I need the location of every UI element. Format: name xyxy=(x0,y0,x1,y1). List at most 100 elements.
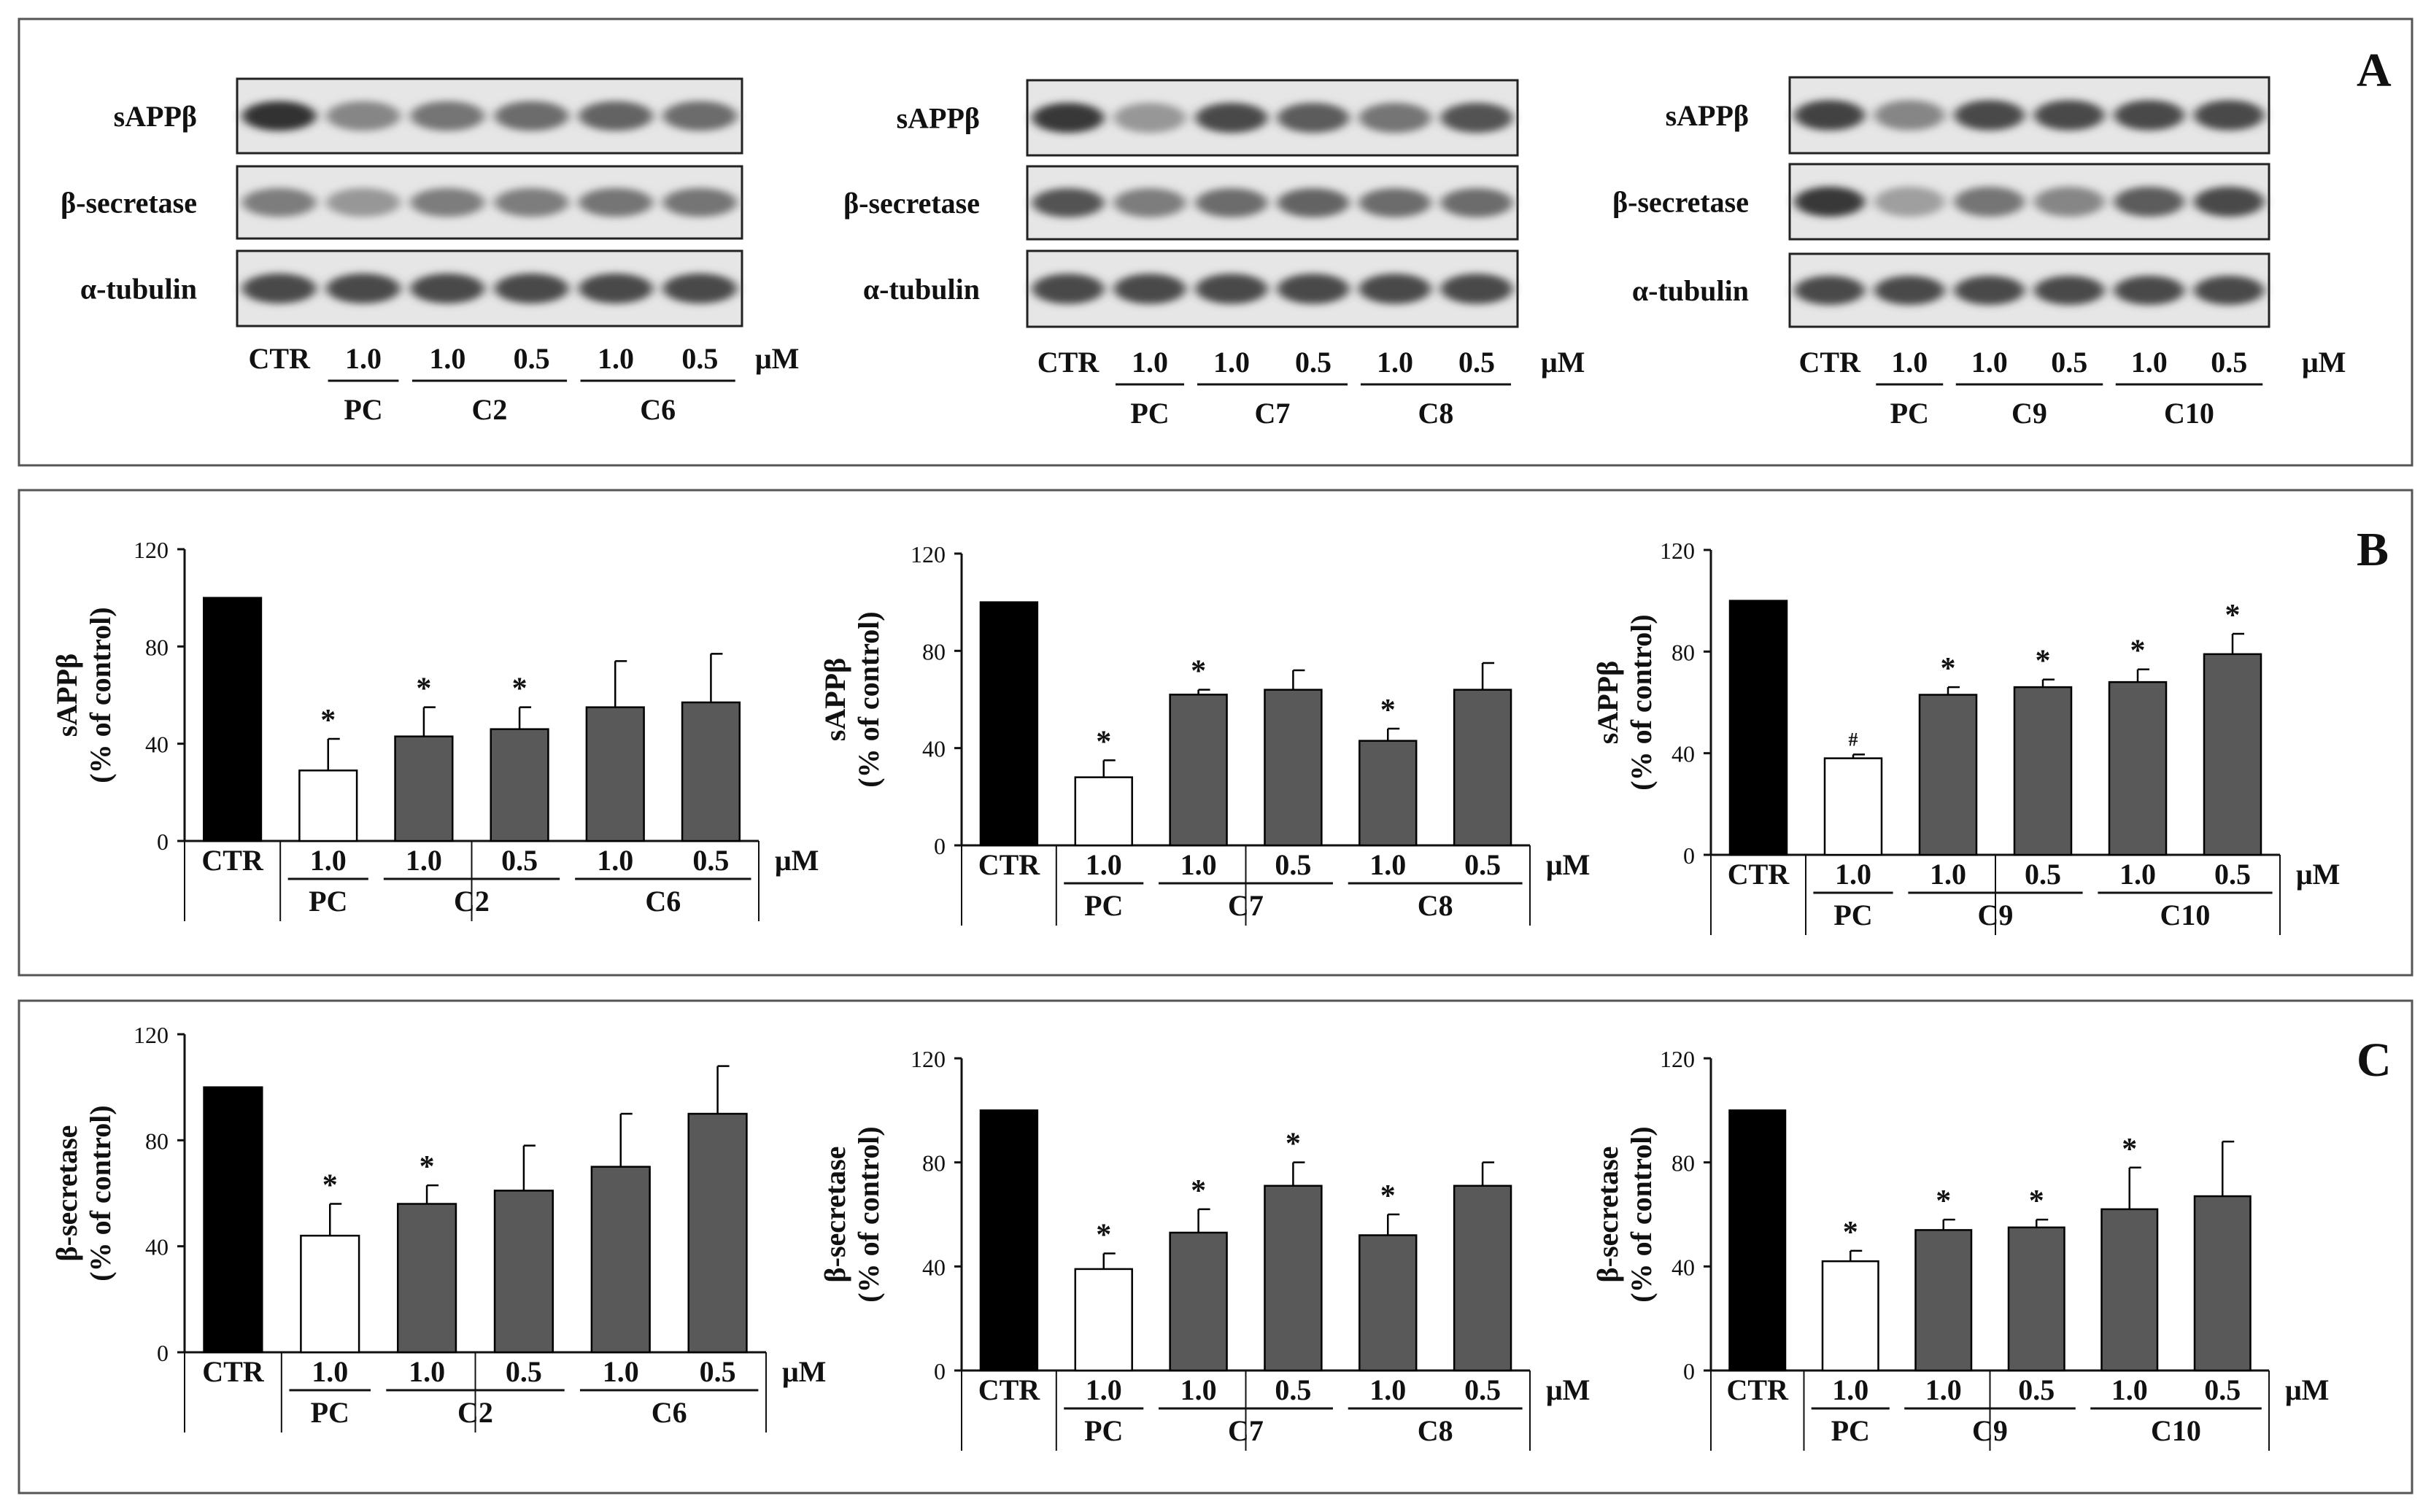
y-axis-title-line1: sAPPβ xyxy=(50,654,83,737)
x-category-label: 1.0 xyxy=(1180,848,1217,881)
panel-a-frame xyxy=(18,18,2413,467)
blot-band xyxy=(1195,102,1268,133)
blot-band xyxy=(1195,188,1268,217)
bar xyxy=(1728,1109,1787,1372)
x-group-label: PC xyxy=(309,885,347,918)
y-tick-label: 40 xyxy=(922,736,946,762)
y-tick-label: 80 xyxy=(145,634,169,660)
y-tick-label: 80 xyxy=(922,638,946,664)
panel-letter-b: B xyxy=(2357,523,2389,576)
blot-strip xyxy=(1026,165,1519,241)
x-category-label: 0.5 xyxy=(2214,858,2251,891)
x-group-label: C2 xyxy=(454,885,490,918)
bar xyxy=(1358,1234,1418,1372)
blot-band xyxy=(2194,186,2265,217)
significance-mark: * xyxy=(420,1150,435,1184)
blot-band xyxy=(1113,102,1186,133)
y-tick-label: 0 xyxy=(157,1340,169,1366)
blot-band xyxy=(494,187,569,217)
bar xyxy=(1823,757,1883,856)
bar xyxy=(298,769,358,842)
y-axis-title-line2: (% of control) xyxy=(852,1126,885,1302)
x-category-label: 1.0 xyxy=(1930,858,1966,891)
y-tick-label: 120 xyxy=(134,1022,169,1048)
blot-lane-label: 0.5 xyxy=(1458,346,1495,379)
y-axis-title: β-secretase (% of control) xyxy=(819,1126,885,1302)
x-group-label: C9 xyxy=(1972,1414,2008,1447)
y-tick-label: 0 xyxy=(1683,1358,1695,1384)
blot-group-label: PC xyxy=(344,393,382,426)
blot-group-label: C6 xyxy=(640,393,676,426)
bar xyxy=(1453,1185,1512,1372)
blot-band xyxy=(1954,276,2025,305)
y-axis-title: sAPPβ (% of control) xyxy=(1591,614,1658,790)
bar xyxy=(1918,694,1978,856)
blot-row-label: β-secretase xyxy=(1612,186,1749,219)
y-axis-title: β-secretase (% of control) xyxy=(1591,1126,1658,1302)
blot-band xyxy=(662,101,738,131)
significance-mark: * xyxy=(1096,725,1111,759)
blot-band xyxy=(410,187,485,217)
blot-band xyxy=(241,101,317,131)
bar xyxy=(2100,1208,2159,1372)
blot-lane-label: 1.0 xyxy=(598,342,634,375)
blot-row-label: sAPPβ xyxy=(1666,99,1749,132)
y-tick-label: 40 xyxy=(145,732,169,758)
bar xyxy=(394,735,454,842)
y-axis-title-line1: β-secretase xyxy=(50,1125,83,1262)
x-category-label: 1.0 xyxy=(1835,858,1871,891)
bar xyxy=(1453,689,1512,847)
bar xyxy=(681,701,741,842)
bar xyxy=(1169,694,1228,847)
y-tick-label: 40 xyxy=(1671,741,1695,767)
blot-band xyxy=(1440,274,1513,304)
x-category-label: 0.5 xyxy=(506,1355,542,1388)
blot-band xyxy=(2034,276,2105,305)
blot-band xyxy=(410,273,485,304)
blot-strip xyxy=(1026,79,1519,157)
blot-lane-label: CTR xyxy=(1799,346,1862,379)
bar xyxy=(396,1203,457,1354)
y-axis-title: sAPPβ (% of control) xyxy=(819,611,885,787)
blot-lane-label: 1.0 xyxy=(1971,346,2008,379)
western-blots: sAPPβ β-secretase α-tubulin CTR 1.0 1.0 0.5 1.0… xyxy=(61,76,2346,430)
x-unit-label: μM xyxy=(775,844,819,877)
blot-unit-label: μM xyxy=(2302,346,2346,379)
significance-mark: * xyxy=(416,672,431,706)
x-group-label: C8 xyxy=(1418,889,1453,922)
x-category-label: 1.0 xyxy=(1925,1373,1962,1406)
panel-letter-a: A xyxy=(2357,44,2392,97)
blot-lane-label: 0.5 xyxy=(2211,346,2247,379)
blot-band xyxy=(2114,186,2184,217)
y-axis-title-line2: (% of control) xyxy=(1625,614,1658,790)
blot-band xyxy=(1794,100,1865,131)
blot-row-label: β-secretase xyxy=(61,187,197,220)
blot-strip xyxy=(1788,163,2270,241)
y-axis-title-line2: (% of control) xyxy=(1625,1126,1658,1302)
bar xyxy=(687,1112,748,1354)
bar xyxy=(1074,1268,1133,1372)
blot-band xyxy=(662,187,738,217)
x-category-label: 0.5 xyxy=(1464,1373,1501,1406)
x-category-label: CTR xyxy=(201,844,264,877)
panel-letter-c: C xyxy=(2357,1034,2392,1087)
x-group-label: C8 xyxy=(1418,1414,1453,1447)
blot-lane-label: 0.5 xyxy=(514,342,550,375)
y-axis-title-line1: β-secretase xyxy=(819,1147,851,1283)
x-unit-label: μM xyxy=(2296,858,2340,891)
y-axis-title-line1: β-secretase xyxy=(1591,1147,1624,1283)
bar xyxy=(1728,600,1788,856)
bar xyxy=(979,601,1039,847)
y-axis-title-line1: sAPPβ xyxy=(1591,661,1624,744)
significance-mark: * xyxy=(2029,1185,2044,1218)
blot-group-label: C9 xyxy=(2011,397,2047,430)
y-tick-label: 80 xyxy=(922,1150,946,1176)
bar xyxy=(979,1109,1039,1372)
blot-lane-label: 1.0 xyxy=(345,342,382,375)
y-tick-label: 0 xyxy=(934,833,946,859)
blot-band xyxy=(1358,102,1431,133)
y-tick-label: 0 xyxy=(1683,842,1695,869)
blot-band xyxy=(326,101,401,131)
blot-strip xyxy=(236,77,743,155)
y-tick-label: 120 xyxy=(134,537,169,563)
